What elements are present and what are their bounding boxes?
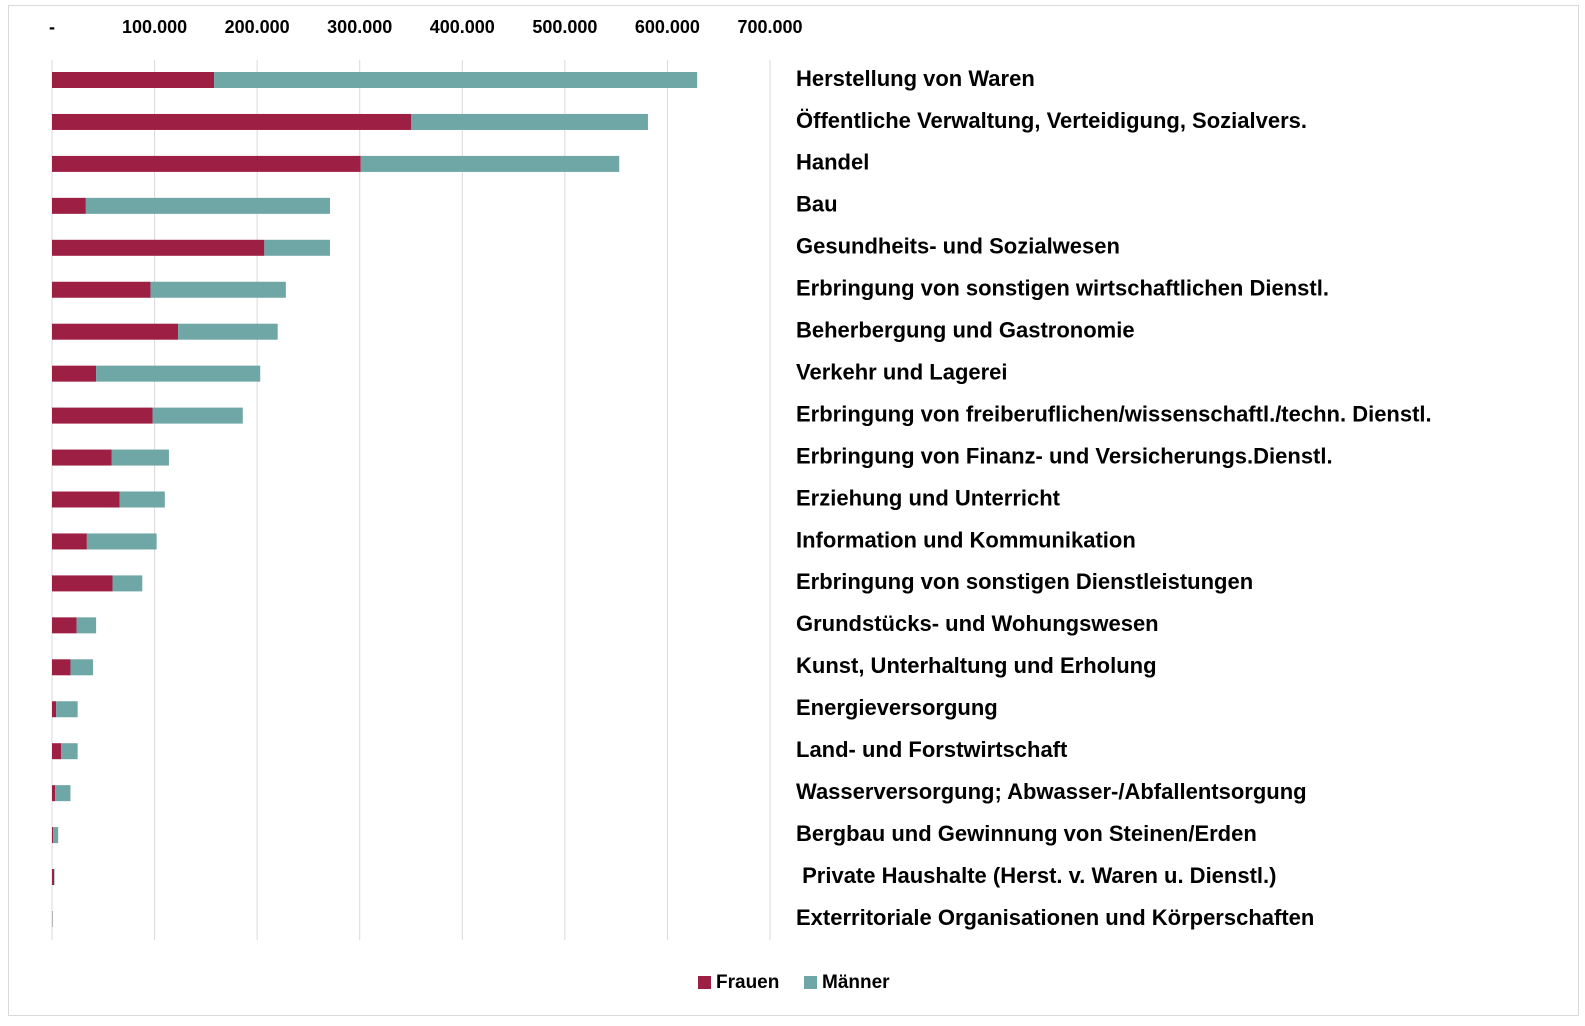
bar-segment xyxy=(86,533,157,550)
bar-segment xyxy=(152,407,243,424)
bar-segment xyxy=(85,197,330,214)
category-label: Herstellung von Waren xyxy=(796,66,1035,91)
x-tick-label: 400.000 xyxy=(430,17,495,37)
bar-segment xyxy=(52,407,153,424)
category-label: Erziehung und Unterricht xyxy=(796,485,1061,510)
x-tick-label: - xyxy=(49,17,55,37)
legend-swatch xyxy=(698,976,711,989)
bar-segment xyxy=(52,659,71,676)
category-label: Kunst, Unterhaltung und Erholung xyxy=(796,653,1157,678)
bar-segment xyxy=(52,827,54,844)
category-label: Information und Kommunikation xyxy=(796,527,1136,552)
category-label: Land- und Forstwirtschaft xyxy=(796,737,1068,762)
x-tick-label: 300.000 xyxy=(327,17,392,37)
bar-segment xyxy=(214,72,698,88)
category-label: Erbringung von freiberuflichen/wissensch… xyxy=(796,401,1432,426)
bar-segment xyxy=(53,827,59,844)
bar-segment xyxy=(360,155,620,172)
x-tick-label: 600.000 xyxy=(635,17,700,37)
bar-segment xyxy=(111,449,169,466)
category-label: Beherbergung und Gastronomie xyxy=(796,318,1135,343)
bar-segment xyxy=(61,743,78,760)
bar-segment xyxy=(52,869,55,886)
bar-segment xyxy=(178,323,278,340)
bar-segment xyxy=(76,617,97,634)
category-label: Gesundheits- und Sozialwesen xyxy=(796,234,1120,259)
bar-segment xyxy=(52,785,56,802)
bar-segment xyxy=(52,617,77,634)
bar-segment xyxy=(264,239,330,256)
category-label: Erbringung von sonstigen Dienstleistunge… xyxy=(796,569,1253,594)
category-label: Erbringung von Finanz- und Versicherungs… xyxy=(796,443,1333,468)
category-label: Bergbau und Gewinnung von Steinen/Erden xyxy=(796,821,1257,846)
bar-segment xyxy=(52,365,97,382)
chart-frame xyxy=(8,5,1579,1016)
bar-segment xyxy=(54,869,55,886)
legend-swatch xyxy=(804,976,817,989)
x-tick-label: 100.000 xyxy=(122,17,187,37)
bar-segment xyxy=(52,281,151,298)
bar-segment xyxy=(70,659,94,676)
bar-segment xyxy=(52,533,87,550)
bar-segment xyxy=(52,491,120,508)
bar-segment xyxy=(52,155,361,172)
bar-segment xyxy=(52,323,179,340)
legend-label: Frauen xyxy=(716,972,779,993)
bar-segment xyxy=(52,575,113,592)
category-label: Öffentliche Verwaltung, Verteidigung, So… xyxy=(796,108,1307,133)
category-label: Grundstücks- und Wohungswesen xyxy=(796,611,1159,636)
bar-segment xyxy=(56,701,78,718)
bar-segment xyxy=(96,365,261,382)
bar-segment xyxy=(52,239,265,256)
bar-segment xyxy=(52,197,86,214)
bar-segment xyxy=(52,449,112,466)
category-label: Verkehr und Lagerei xyxy=(796,359,1008,384)
bar-segment xyxy=(52,743,62,760)
category-label: Erbringung von sonstigen wirtschaftliche… xyxy=(796,276,1329,301)
bar-segment xyxy=(55,785,71,802)
bar-segment xyxy=(112,575,143,592)
bar-segment xyxy=(411,113,648,130)
category-label: Energieversorgung xyxy=(796,695,998,720)
x-tick-label: 200.000 xyxy=(225,17,290,37)
category-label: Exterritoriale Organisationen und Körper… xyxy=(796,905,1314,930)
x-tick-label: 700.000 xyxy=(737,17,802,37)
bar-segment xyxy=(119,491,165,508)
bar-segment xyxy=(52,113,411,130)
bar-segment xyxy=(150,281,286,298)
category-label: Handel xyxy=(796,150,869,175)
x-tick-label: 500.000 xyxy=(532,17,597,37)
category-label: Wasserversorgung; Abwasser-/Abfallentsor… xyxy=(796,779,1307,804)
bar-segment xyxy=(52,72,215,88)
bar-segment xyxy=(52,701,57,718)
category-label: Private Haushalte (Herst. v. Waren u. Di… xyxy=(796,863,1276,888)
legend-label: Männer xyxy=(822,972,890,993)
category-label: Bau xyxy=(796,192,838,217)
